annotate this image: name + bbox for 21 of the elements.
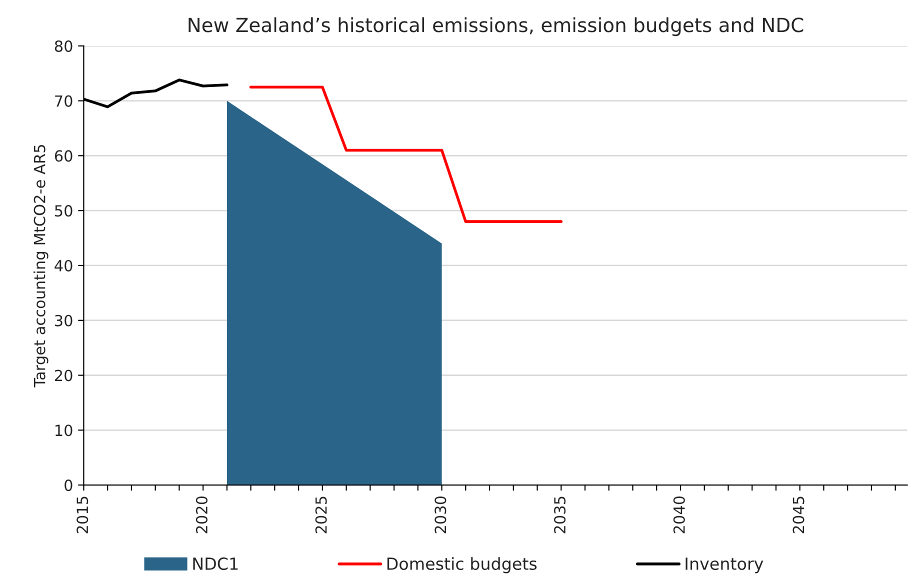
y-tick-label: 20 [54,370,72,382]
y-tick-label: 0 [64,479,72,492]
x-tick-label: 2045 [792,496,804,534]
y-tick-label: 60 [54,150,72,162]
x-tick-label: 2025 [315,496,327,534]
y-tick-label: 80 [54,40,72,52]
x-tick-label: 2035 [554,496,566,534]
y-axis-title: Target accounting MtCO2-e AR5 [34,145,48,388]
y-tick-label: 50 [55,205,72,217]
y-tick-label: 40 [54,260,72,272]
x-tick-label: 2030 [434,496,446,534]
x-tick-label: 2015 [76,496,88,534]
x-tick-label: 2040 [673,496,685,534]
legend-label: Domestic budgets [387,557,537,574]
y-tick-label: 30 [55,314,72,326]
y-tick-label: 10 [56,424,72,436]
y-tick-label: 70 [55,95,72,107]
x-tick-label: 2020 [196,496,208,534]
legend-label: NDC1 [193,557,238,570]
chart-title: New Zealand’s historical emissions, emission budgets and NDC [188,17,804,36]
legend-label: Inventory [686,558,764,574]
